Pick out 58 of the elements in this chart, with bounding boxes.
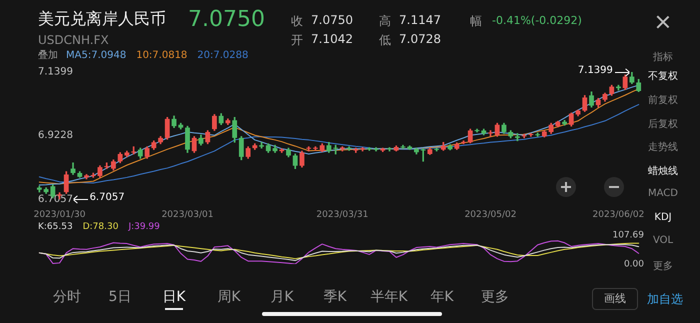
text: 幅 (470, 13, 482, 30)
text: 月K (269, 288, 295, 306)
series-label: D:78.30 (82, 222, 118, 232)
text: 指标 (652, 50, 674, 64)
chart-subtitle: USDCNH.FX (38, 33, 109, 47)
chart-title: 美元兑离岸人民币 (38, 9, 166, 30)
candlestick (387, 147, 392, 152)
text: 后复权 (647, 118, 679, 131)
y-tick-label: 6.9228 (38, 130, 73, 142)
text: 7.0750 (311, 13, 353, 27)
candlestick (360, 147, 365, 152)
x-tick-label: 2023/03/01 (162, 210, 214, 220)
text: 高 (379, 13, 391, 30)
y-tick-label: 0.00 (624, 259, 644, 270)
text: 7.0728 (399, 32, 441, 46)
text: KDJ (654, 212, 672, 223)
annotation: 7.1399 (578, 65, 613, 76)
text: 画线 (592, 288, 638, 310)
legend-title: 叠加 (38, 50, 58, 61)
x-tick-label: 2023/01/30 (34, 210, 86, 220)
text: VOL (652, 235, 674, 246)
text: 半年K (369, 288, 409, 306)
text: 7.1147 (399, 13, 441, 27)
text: 前复权 (647, 94, 679, 107)
text: 10:7.0818 (136, 50, 188, 61)
candlestick (374, 147, 378, 152)
text: 蜡烛线 (647, 164, 679, 178)
text: 20:7.0288 (197, 50, 248, 61)
series-label: J:39.99 (128, 222, 160, 232)
text: 收 (291, 13, 303, 30)
text: 更多 (480, 288, 510, 306)
annotation: 6.7057 (90, 192, 125, 204)
x-tick-label: 2023/05/02 (464, 210, 516, 220)
text: 不复权 (647, 70, 679, 83)
text: 周K (216, 288, 242, 306)
text: 季K (322, 288, 348, 306)
candlestick (259, 142, 264, 148)
text: 分时 (52, 288, 82, 306)
y-tick-label: 7.1399 (38, 66, 73, 78)
text: -0.41%(-0.0292) (492, 14, 582, 27)
text: 7.0750 (188, 7, 265, 32)
text: 5日 (108, 288, 132, 306)
text: 年K (429, 288, 455, 306)
text: 日K (161, 288, 187, 306)
text: K:65.53 (38, 222, 73, 232)
text: 低 (379, 32, 391, 49)
text: 更多 (653, 261, 673, 272)
text: 加自选 (647, 291, 683, 308)
x-tick-label: 2023/06/02 (592, 210, 644, 220)
text: 走势线 (647, 140, 679, 154)
x-tick-label: 2023/03/31 (316, 210, 368, 220)
text: MA5:7.0948 (66, 50, 126, 61)
candlestick (488, 130, 493, 137)
text: MACD (647, 188, 679, 199)
text: 开 (291, 32, 303, 49)
text: 7.1042 (311, 32, 353, 46)
candlestick (515, 133, 520, 142)
y-tick-label: 107.69 (612, 230, 644, 241)
